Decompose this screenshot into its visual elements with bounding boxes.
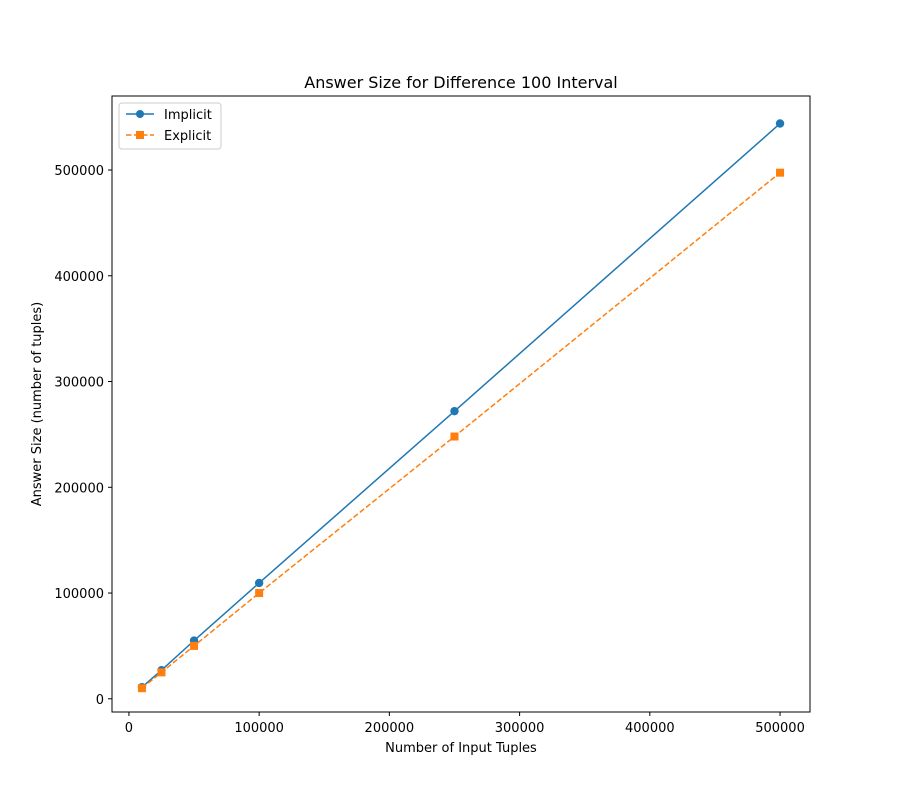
x-tick-label: 0 bbox=[125, 721, 133, 736]
legend-explicit-label: Explicit bbox=[164, 129, 211, 144]
x-axis-ticks: 0 100000 200000 300000 400000 500000 bbox=[125, 712, 805, 736]
x-tick-label: 200000 bbox=[365, 721, 415, 736]
y-axis-label: Answer Size (number of tuples) bbox=[30, 302, 45, 506]
data-point-implicit bbox=[450, 406, 459, 416]
y-tick-label: 0 bbox=[96, 693, 104, 708]
plot-area-frame bbox=[111, 95, 811, 713]
y-tick-label: 100000 bbox=[54, 587, 104, 602]
data-point-explicit bbox=[450, 432, 459, 441]
data-point-explicit bbox=[776, 168, 785, 177]
x-tick-label: 300000 bbox=[495, 721, 545, 736]
legend-implicit-label: Implicit bbox=[164, 108, 212, 123]
series-layer bbox=[137, 119, 785, 693]
data-point-explicit bbox=[157, 668, 166, 677]
y-tick-label: 500000 bbox=[54, 164, 104, 179]
y-axis-ticks: 0 100000 200000 300000 400000 500000 bbox=[54, 164, 112, 708]
legend: Implicit Explicit bbox=[118, 102, 222, 150]
x-axis-label: Number of Input Tuples bbox=[385, 741, 537, 756]
x-tick-label: 500000 bbox=[755, 721, 805, 736]
y-tick-label: 300000 bbox=[54, 376, 104, 391]
data-point-explicit bbox=[137, 684, 146, 693]
data-point-explicit bbox=[255, 589, 264, 598]
legend-implicit-marker bbox=[136, 110, 144, 118]
x-tick-label: 400000 bbox=[625, 721, 675, 736]
data-point-implicit bbox=[254, 578, 264, 588]
data-point-explicit bbox=[190, 641, 199, 650]
chart-title: Answer Size for Difference 100 Interval bbox=[304, 73, 618, 92]
legend-explicit-marker bbox=[136, 131, 144, 139]
data-point-implicit bbox=[775, 119, 785, 128]
x-tick-label: 100000 bbox=[234, 721, 284, 736]
y-tick-label: 200000 bbox=[54, 481, 104, 496]
y-tick-label: 400000 bbox=[54, 270, 104, 285]
